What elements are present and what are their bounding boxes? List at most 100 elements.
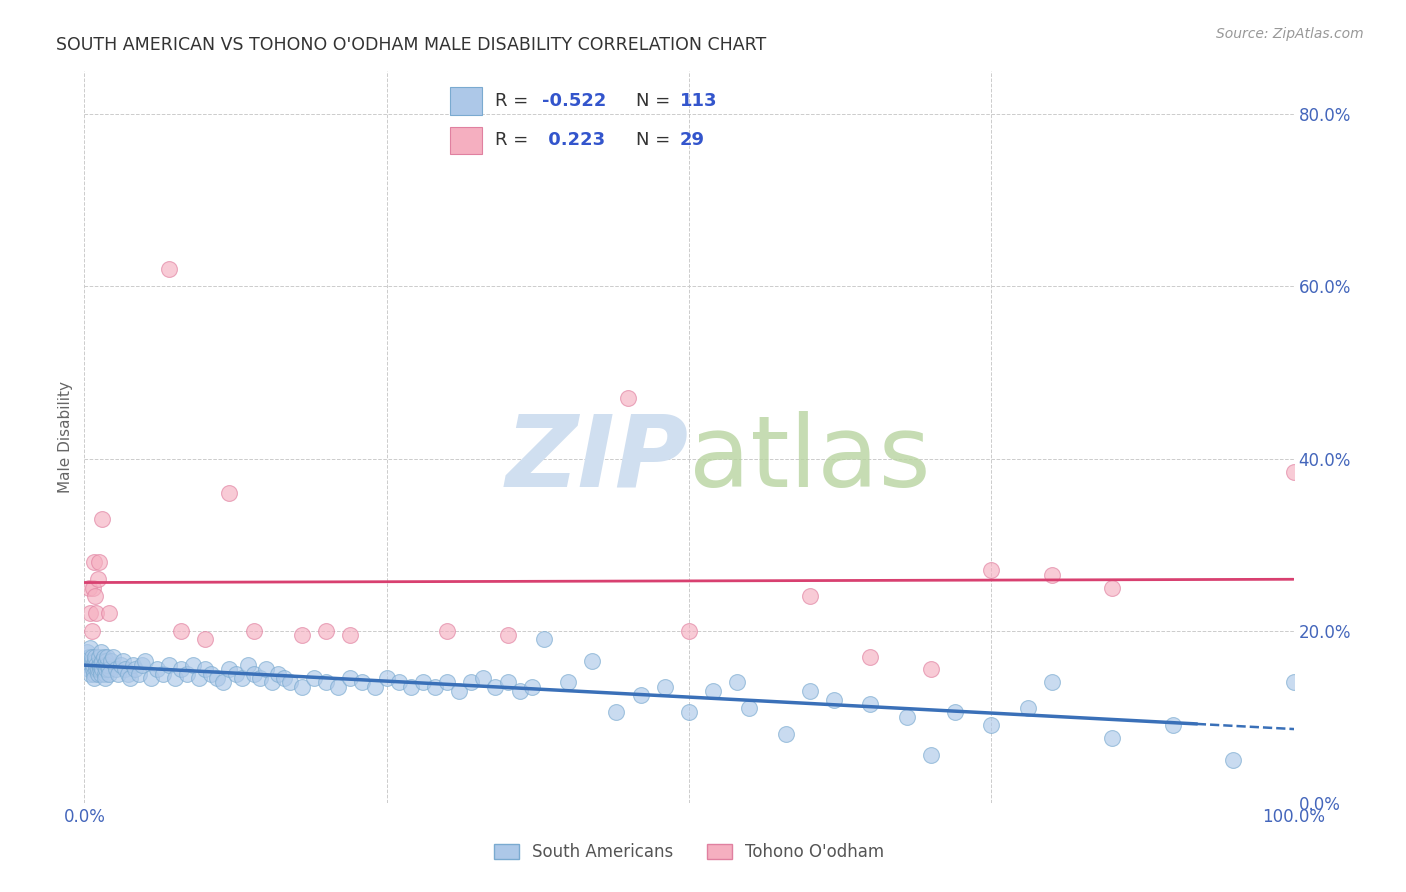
Point — [80, 624, 103, 638]
Point — [82, 658, 104, 673]
Point — [87, 555, 110, 569]
Point — [605, 706, 627, 720]
Point — [157, 658, 180, 673]
Point — [859, 649, 882, 664]
Point — [84, 649, 107, 664]
Point — [181, 658, 204, 673]
Legend: South Americans, Tohono O'odham: South Americans, Tohono O'odham — [486, 837, 891, 868]
Point — [91, 512, 114, 526]
Point — [152, 666, 174, 681]
Point — [165, 671, 187, 685]
Point — [799, 684, 821, 698]
Text: ZIP: ZIP — [506, 410, 689, 508]
Point — [90, 666, 112, 681]
Point — [89, 662, 111, 676]
Point — [82, 581, 104, 595]
Point — [207, 671, 229, 685]
Point — [218, 486, 240, 500]
Point — [83, 555, 105, 569]
Point — [436, 675, 458, 690]
Point — [260, 675, 283, 690]
Point — [399, 680, 422, 694]
Point — [134, 654, 156, 668]
Point — [242, 666, 264, 681]
Point — [79, 607, 101, 621]
Point — [273, 671, 295, 685]
Point — [110, 658, 132, 673]
Point — [77, 649, 100, 664]
Point — [91, 662, 114, 676]
Point — [107, 666, 129, 681]
Point — [200, 666, 222, 681]
Point — [738, 701, 761, 715]
Point — [83, 671, 105, 685]
Point — [1040, 567, 1063, 582]
Point — [212, 675, 235, 690]
Point — [124, 662, 146, 676]
Point — [80, 649, 103, 664]
Point — [188, 671, 211, 685]
Point — [1017, 701, 1039, 715]
Point — [557, 675, 579, 690]
Point — [1282, 675, 1305, 690]
Point — [86, 607, 108, 621]
Point — [436, 624, 458, 638]
Point — [678, 706, 700, 720]
Point — [1222, 753, 1244, 767]
Point — [352, 675, 374, 690]
Point — [823, 692, 845, 706]
Point — [96, 649, 118, 664]
Point — [86, 658, 108, 673]
Point — [157, 262, 180, 277]
Point — [112, 654, 135, 668]
Point — [117, 666, 139, 681]
Point — [176, 666, 198, 681]
Text: Source: ZipAtlas.com: Source: ZipAtlas.com — [1216, 27, 1364, 41]
Point — [980, 718, 1002, 732]
Point — [84, 654, 107, 668]
Point — [104, 662, 127, 676]
Point — [920, 748, 942, 763]
Point — [236, 658, 259, 673]
Point — [363, 680, 385, 694]
Y-axis label: Male Disability: Male Disability — [58, 381, 73, 493]
Point — [82, 662, 104, 676]
Point — [896, 710, 918, 724]
Text: SOUTH AMERICAN VS TOHONO O'ODHAM MALE DISABILITY CORRELATION CHART: SOUTH AMERICAN VS TOHONO O'ODHAM MALE DI… — [56, 36, 766, 54]
Point — [87, 649, 110, 664]
Point — [249, 671, 271, 685]
Point — [242, 624, 264, 638]
Point — [97, 666, 120, 681]
Point — [375, 671, 398, 685]
Point — [328, 680, 350, 694]
Point — [496, 675, 519, 690]
Point — [315, 675, 337, 690]
Point — [291, 628, 314, 642]
Point — [617, 392, 640, 406]
Point — [100, 654, 122, 668]
Point — [254, 662, 277, 676]
Point — [509, 684, 531, 698]
Point — [146, 662, 169, 676]
Point — [97, 662, 120, 676]
Point — [449, 684, 471, 698]
Point — [120, 671, 142, 685]
Point — [139, 671, 162, 685]
Point — [388, 675, 411, 690]
Point — [1101, 731, 1123, 746]
Point — [339, 628, 361, 642]
Point — [1161, 718, 1184, 732]
Point — [920, 662, 942, 676]
Point — [194, 632, 217, 647]
Point — [302, 671, 325, 685]
Point — [218, 662, 240, 676]
Point — [581, 654, 603, 668]
Point — [267, 666, 290, 681]
Point — [630, 688, 652, 702]
Point — [725, 675, 748, 690]
Point — [77, 662, 100, 676]
Point — [77, 658, 100, 673]
Point — [315, 624, 337, 638]
Point — [980, 564, 1002, 578]
Point — [79, 666, 101, 681]
